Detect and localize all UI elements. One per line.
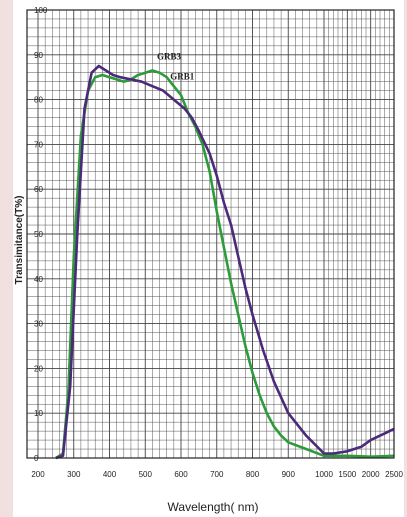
- x-tick-label: 1500: [338, 470, 356, 479]
- series-label-grb3: GRB3: [157, 51, 182, 61]
- transmittance-chart: 200 300 400 500 600 700 800 900 1000 1500 2000 2500…: [14, 6, 403, 514]
- plot-frame: [26, 9, 395, 459]
- x-tick-label: 200: [31, 470, 45, 479]
- x-tick-label: 1000: [315, 470, 333, 479]
- y-tick-label: 40: [34, 275, 43, 284]
- series-line-grb3: [55, 69, 395, 460]
- y-tick-label: 30: [34, 320, 43, 329]
- grid: [27, 9, 395, 459]
- y-tick-label: 90: [34, 51, 43, 60]
- x-tick-label: 700: [210, 470, 224, 479]
- series-line-grb1: [55, 64, 395, 460]
- x-tick-label: 400: [103, 470, 117, 479]
- y-tick-label: 60: [34, 185, 43, 194]
- x-tick-label: 2500: [385, 470, 403, 479]
- x-tick-label: 600: [174, 470, 188, 479]
- y-axis-label: Transimitance(T%): [14, 196, 25, 285]
- series-group: [55, 64, 395, 460]
- y-tick-label: 50: [34, 230, 43, 239]
- x-axis-ticks: 200 300 400 500 600 700 800 900 1000 1500 2000 2500: [31, 470, 403, 479]
- y-tick-label: 70: [34, 140, 43, 149]
- x-tick-label: 300: [67, 470, 81, 479]
- x-tick-label: 800: [246, 470, 260, 479]
- x-axis-label: Wavelength( nm): [168, 500, 259, 514]
- series-labels: GRB3 GRB1: [157, 51, 195, 81]
- y-tick-label: 10: [34, 409, 43, 418]
- y-tick-label: 20: [34, 364, 43, 373]
- y-tick-label: 80: [34, 96, 43, 105]
- x-tick-label: 2000: [362, 470, 380, 479]
- x-tick-label: 900: [282, 470, 296, 479]
- chart-panel: 200 300 400 500 600 700 800 900 1000 1500 2000 2500…: [13, 0, 404, 517]
- x-tick-label: 500: [139, 470, 153, 479]
- series-label-grb1: GRB1: [170, 71, 195, 81]
